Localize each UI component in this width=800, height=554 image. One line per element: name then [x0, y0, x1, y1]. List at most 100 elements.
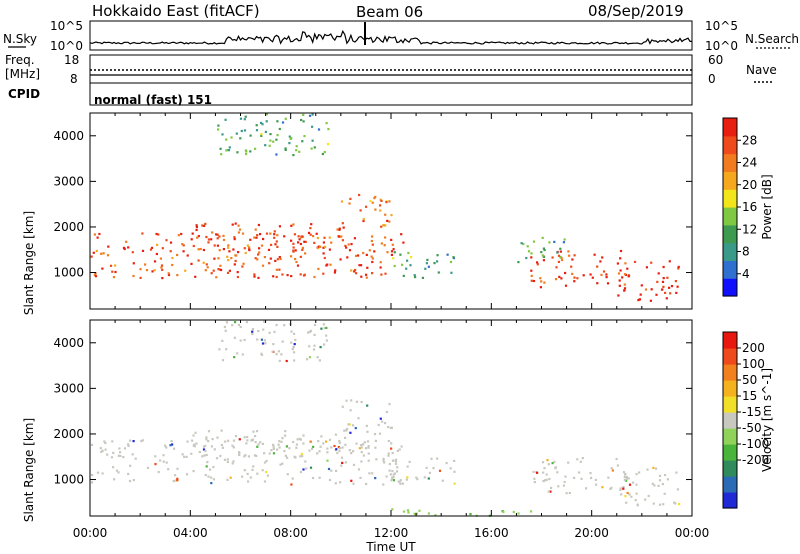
data-cell [285, 445, 288, 448]
data-cell [401, 482, 404, 485]
data-cell [645, 266, 648, 269]
data-cell [432, 467, 435, 470]
data-cell [141, 249, 145, 252]
data-cell [327, 128, 330, 131]
data-cell [571, 258, 574, 261]
data-cell [402, 510, 406, 513]
data-cell [399, 479, 402, 482]
data-cell [647, 494, 650, 498]
data-cell [309, 227, 312, 230]
data-cell [318, 476, 321, 479]
data-cell [275, 138, 278, 141]
data-cell [360, 446, 363, 449]
noise-search-label: N.Search [745, 32, 799, 46]
data-cell [313, 344, 316, 347]
data-cell [365, 482, 368, 486]
data-cell [91, 473, 94, 477]
data-cell [184, 269, 187, 272]
data-cell [241, 232, 245, 235]
data-cell [308, 449, 311, 452]
data-cell [413, 274, 416, 277]
data-cell [202, 445, 206, 448]
data-cell [254, 435, 257, 438]
data-cell [230, 257, 233, 260]
power-ylabel: Slant Range [km] [22, 211, 36, 315]
data-cell [216, 233, 219, 236]
data-cell [360, 400, 363, 404]
data-cell [155, 232, 158, 236]
data-cell [266, 474, 269, 477]
data-cell [564, 284, 568, 287]
data-cell [93, 233, 96, 236]
x-tick-label: 08:00 [273, 526, 308, 540]
data-cell [251, 332, 254, 336]
data-cell [94, 272, 97, 275]
data-cell [326, 447, 329, 450]
data-cell [90, 255, 93, 258]
data-cell [656, 280, 659, 283]
data-cell [284, 117, 287, 120]
y-tick-label: 3000 [53, 381, 84, 395]
data-cell [192, 470, 195, 473]
data-cell [169, 241, 173, 244]
data-cell [322, 246, 325, 249]
data-cell [299, 273, 302, 276]
data-cell [218, 348, 221, 351]
data-cell [274, 243, 277, 246]
data-cell [342, 226, 345, 229]
panel-frame [89, 112, 693, 310]
data-cell [232, 460, 235, 463]
data-cell [541, 461, 545, 464]
data-cell [213, 448, 216, 451]
data-cell [229, 476, 232, 479]
data-cell [197, 248, 200, 251]
data-cell [565, 492, 568, 495]
data-cell [345, 429, 348, 432]
colorbar-tick-label: 12 [742, 222, 757, 236]
data-cell [256, 338, 259, 341]
data-cell [619, 249, 623, 253]
data-cell [171, 263, 174, 267]
data-cell [260, 134, 263, 137]
data-cell [304, 252, 307, 255]
data-cell [394, 462, 398, 465]
colorbar-cell [723, 460, 737, 477]
data-cell [294, 249, 297, 252]
data-cell [365, 276, 368, 279]
noise-right-tick-top: 10^5 [705, 19, 738, 33]
data-cell [341, 446, 344, 449]
freq-strip-frame [89, 54, 693, 84]
colorbar-tick-label: 4 [742, 267, 750, 281]
data-cell [339, 481, 342, 484]
data-cell [210, 476, 213, 479]
data-cell [223, 458, 226, 461]
data-cell [210, 238, 213, 241]
data-cell [273, 236, 276, 239]
data-cell [625, 479, 628, 482]
data-cell [234, 254, 237, 257]
data-cell [194, 275, 197, 278]
data-cell [373, 433, 377, 436]
data-cell [623, 475, 626, 479]
data-cell [391, 508, 394, 511]
data-cell [525, 256, 528, 260]
data-cell [390, 238, 393, 241]
data-cell [638, 471, 641, 474]
data-cell [132, 274, 135, 278]
data-cell [436, 260, 439, 263]
data-cell [625, 477, 628, 481]
data-cell [358, 447, 361, 450]
data-cell [306, 358, 309, 361]
data-cell [383, 244, 386, 247]
data-cell [559, 247, 562, 250]
data-cell [625, 476, 628, 479]
colorbar-cell [723, 364, 737, 381]
colorbar-cell [723, 153, 737, 172]
data-cell [204, 449, 207, 453]
data-cell [357, 468, 361, 471]
data-cell [296, 264, 300, 267]
data-cell [227, 244, 230, 247]
data-cell [215, 233, 218, 236]
data-cell [560, 258, 564, 262]
